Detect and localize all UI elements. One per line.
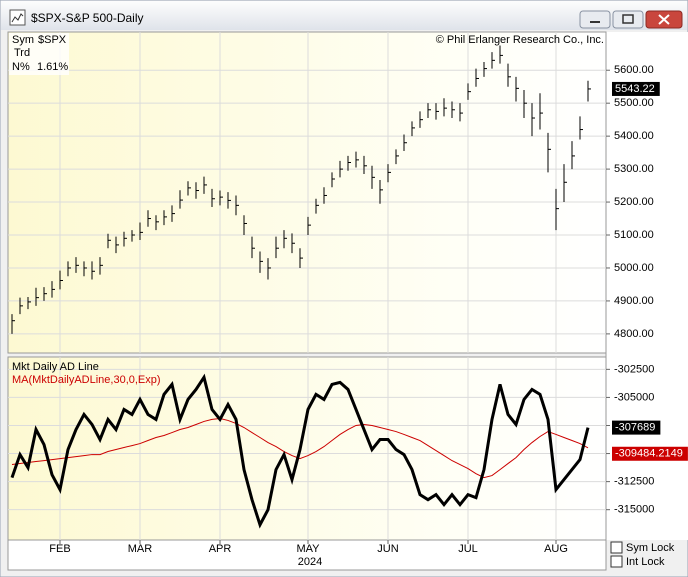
legend-entry: MA(MktDailyADLine,30,0,Exp) <box>12 374 161 386</box>
close-glyph <box>658 14 670 25</box>
x-tick-label: APR <box>209 543 232 555</box>
info-label: Trd <box>14 47 30 59</box>
y-tick-label: 4900.00 <box>614 295 654 307</box>
y-tick-label: -315000 <box>614 504 654 516</box>
y-tick-label: 5600.00 <box>614 64 654 76</box>
x-tick-label: AUG <box>544 543 568 555</box>
y-tick-label: 5000.00 <box>614 262 654 274</box>
y-tick-label: 5500.00 <box>614 97 654 109</box>
title-bar <box>1 1 687 30</box>
checkbox-label[interactable]: Int Lock <box>626 556 665 568</box>
content: FEB MAR APR MAY JUN JUL AUG 4800.00 4900.00 5000.… <box>8 32 688 555</box>
maximize-glyph <box>622 14 634 24</box>
info-box <box>9 33 69 75</box>
y-tick-label: -312500 <box>614 476 654 488</box>
last-value-box <box>612 420 661 435</box>
info-value: $SPX <box>38 34 67 46</box>
x-tick-label: FEB <box>49 543 70 555</box>
last-value-label: -307689 <box>615 422 655 434</box>
app-icon <box>9 9 26 26</box>
legend-entry: Mkt Daily AD Line <box>12 361 99 373</box>
last-value-label: -309484.2149 <box>615 448 683 460</box>
x-tick-label: MAY <box>296 543 320 555</box>
checkbox-label[interactable]: Sym Lock <box>626 542 675 554</box>
y-tick-label: -302500 <box>614 363 654 375</box>
window-title: $SPX-S&P 500-Daily <box>31 11 144 25</box>
app-icon-glyph <box>11 13 24 23</box>
y-tick-label: 5400.00 <box>614 130 654 142</box>
x-tick-label: JUN <box>377 543 398 555</box>
y-tick-label: -305000 <box>614 391 654 403</box>
checkbox[interactable] <box>610 555 623 568</box>
x-tick-label: JUL <box>458 543 478 555</box>
last-value-box <box>612 81 660 96</box>
maximize-button[interactable] <box>612 10 644 29</box>
x-tick-label: MAR <box>128 543 153 555</box>
y-tick-label: 5300.00 <box>614 163 654 175</box>
copyright: © Phil Erlanger Research Co., Inc. <box>436 34 604 46</box>
checkbox[interactable] <box>610 541 623 554</box>
x-axis-area <box>7 539 607 571</box>
year-label: 2024 <box>298 556 322 568</box>
series-line <box>11 418 589 479</box>
info-label: N% <box>12 61 30 73</box>
info-value: 1.61% <box>37 61 68 73</box>
last-value-label: 5543.22 <box>615 83 655 95</box>
last-value-box <box>612 446 688 461</box>
y-tick-label: 4800.00 <box>614 328 654 340</box>
y-tick-label: 5200.00 <box>614 196 654 208</box>
info-label: Sym <box>12 34 34 46</box>
minimize-button[interactable] <box>579 10 611 29</box>
series-line <box>10 373 590 529</box>
price-panel <box>7 31 607 354</box>
y-tick-label: 5100.00 <box>614 229 654 241</box>
